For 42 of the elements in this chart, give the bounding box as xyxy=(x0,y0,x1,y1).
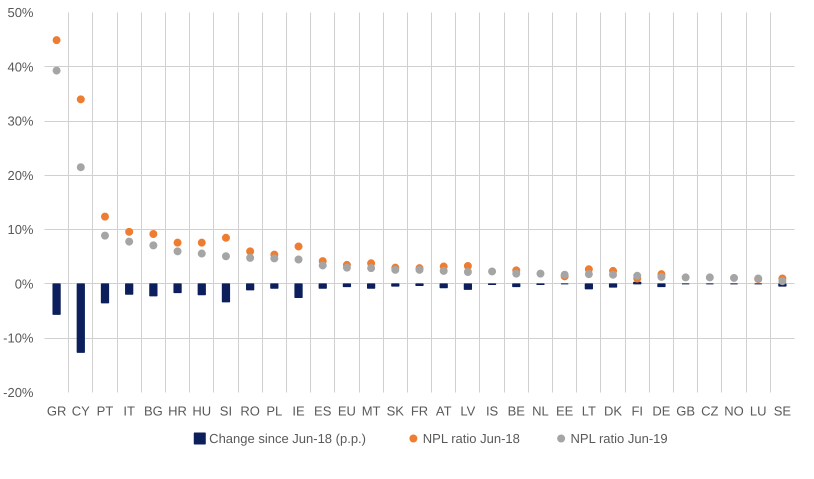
y-tick-label: -20% xyxy=(3,385,34,400)
y-tick-label: 30% xyxy=(7,114,34,129)
x-tick-label: AT xyxy=(436,404,452,418)
x-tick-label: SK xyxy=(386,404,404,418)
x-tick-label: EE xyxy=(556,404,574,418)
x-tick-label: GB xyxy=(676,404,696,418)
x-tick-label: DE xyxy=(652,404,671,418)
x-tick-label: NO xyxy=(724,404,744,418)
y-tick-label: 10% xyxy=(7,222,34,238)
y-tick-label: -10% xyxy=(3,330,34,346)
x-tick-label: LU xyxy=(750,404,767,418)
x-tick-label: SI xyxy=(220,404,232,418)
legend-label: Change since Jun-18 (p.p.) xyxy=(209,431,366,446)
x-tick-label: ES xyxy=(314,404,332,418)
x-tick-label: PT xyxy=(96,404,114,418)
x-tick-label: EU xyxy=(338,404,356,418)
y-tick-label: 40% xyxy=(7,59,34,74)
x-tick-label: LT xyxy=(582,404,596,418)
x-tick-label: BG xyxy=(144,404,163,418)
x-tick-label: FI xyxy=(631,404,644,418)
x-tick-label: MT xyxy=(362,404,381,418)
x-tick-label: HU xyxy=(192,404,212,418)
y-tick-label: 0% xyxy=(14,276,34,292)
x-tick-label: RO xyxy=(240,404,260,418)
x-tick-label: CZ xyxy=(701,404,719,418)
x-tick-label: HR xyxy=(168,404,187,418)
x-tick-label: GR xyxy=(46,404,66,418)
x-tick-label: IE xyxy=(292,404,306,418)
x-tick-label: IS xyxy=(486,404,499,418)
x-tick-label: BE xyxy=(508,404,526,418)
x-tick-label: NL xyxy=(532,404,549,418)
x-tick-label: LV xyxy=(460,404,476,418)
x-tick-label: SE xyxy=(774,404,792,418)
y-tick-label: 50% xyxy=(7,5,34,20)
y-tick-label: 20% xyxy=(7,168,34,183)
legend-label: NPL ratio Jun-18 xyxy=(422,431,520,446)
x-tick-label: FR xyxy=(410,404,428,418)
x-tick-label: IT xyxy=(123,404,136,418)
legend-label: NPL ratio Jun-19 xyxy=(570,431,668,446)
x-tick-label: PL xyxy=(266,404,282,418)
x-tick-label: DK xyxy=(604,404,622,418)
x-tick-label: CY xyxy=(72,404,90,418)
